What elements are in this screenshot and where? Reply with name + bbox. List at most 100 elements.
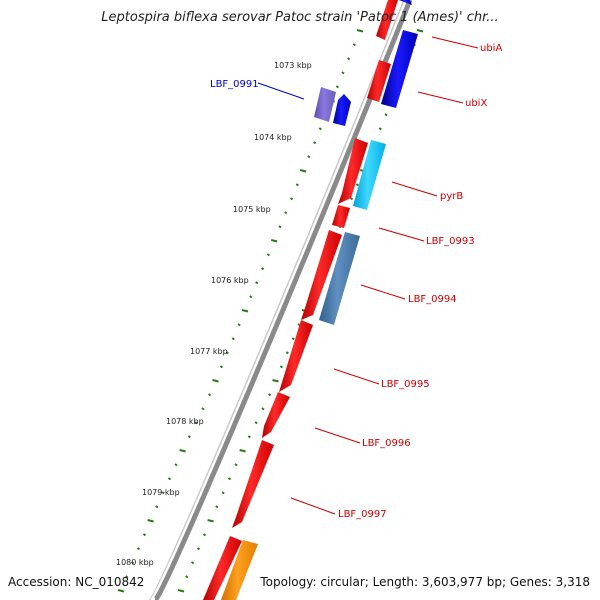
minor-tick <box>190 561 195 565</box>
major-tick <box>239 449 246 453</box>
minor-tick <box>219 365 224 369</box>
gene-arrow[interactable] <box>367 60 391 102</box>
major-tick <box>207 519 214 523</box>
tick-label: 1075 kbp <box>233 205 271 214</box>
minor-tick <box>167 477 172 481</box>
gene-arrow[interactable] <box>221 540 258 600</box>
gene-arrow[interactable] <box>338 138 368 204</box>
gene-label[interactable]: LBF_0994 <box>408 294 457 305</box>
minor-tick <box>307 155 311 159</box>
minor-tick <box>174 463 178 467</box>
minor-tick <box>142 533 147 537</box>
gene-label[interactable]: LBF_0995 <box>381 379 430 390</box>
reverse-strand-genes <box>221 0 418 600</box>
tick-label: 1079 kbp <box>142 488 180 497</box>
gene-labels: ubiA ubiX LBF_0991 pyrB LBF_0993 LBF_099… <box>210 43 502 520</box>
gene-arrow[interactable] <box>262 392 290 438</box>
gene-label[interactable]: ubiA <box>480 43 502 54</box>
minor-tick <box>349 197 354 201</box>
backbone-outer <box>152 0 413 600</box>
minor-tick <box>136 547 141 551</box>
gene-label[interactable]: pyrB <box>440 191 463 202</box>
outer-tick-track <box>177 29 424 593</box>
tick-label: 1076 kbp <box>211 276 249 285</box>
gene-arrow[interactable] <box>314 87 336 122</box>
minor-tick <box>185 575 189 579</box>
gene-arrow[interactable] <box>279 320 313 392</box>
forward-strand-genes <box>203 0 398 600</box>
gene-arrow[interactable] <box>353 140 386 210</box>
minor-tick <box>249 295 253 299</box>
gene-arrow[interactable] <box>376 0 398 40</box>
minor-tick <box>225 351 229 355</box>
minor-tick <box>155 505 159 509</box>
tick-labels: 1073 kbp 1074 kbp 1075 kbp 1076 kbp 1077… <box>116 61 312 567</box>
minor-tick <box>221 491 225 495</box>
minor-tick <box>255 281 259 285</box>
minor-tick <box>202 533 207 537</box>
gene-label[interactable]: LBF_0991 <box>210 79 259 90</box>
minor-tick <box>187 435 191 439</box>
gene-label[interactable]: LBF_0996 <box>362 438 411 449</box>
tick-label: 1077 kbp <box>190 347 228 356</box>
minor-tick <box>352 43 356 47</box>
minor-tick <box>231 337 235 341</box>
inner-track-genes <box>314 87 351 126</box>
minor-tick <box>384 113 388 117</box>
tick-label: 1080 kbp <box>116 558 154 567</box>
minor-tick <box>378 127 382 131</box>
minor-tick <box>196 547 201 551</box>
gene-arrow[interactable] <box>203 536 242 600</box>
gene-label[interactable]: LBF_0997 <box>338 509 387 520</box>
major-tick <box>272 379 279 383</box>
gene-label[interactable]: ubiX <box>465 98 487 109</box>
gene-arrow[interactable] <box>333 94 351 126</box>
minor-tick <box>291 337 295 341</box>
major-tick <box>356 29 364 33</box>
minor-tick <box>254 421 258 425</box>
minor-tick <box>289 197 294 201</box>
minor-tick <box>130 561 135 565</box>
minor-tick <box>247 435 251 439</box>
gene-arrow[interactable] <box>319 232 360 325</box>
minor-tick <box>355 183 359 187</box>
minor-tick <box>278 225 282 229</box>
accession-text: Accession: NC_010842 <box>8 575 145 589</box>
major-tick <box>117 589 125 593</box>
minor-tick <box>234 463 238 467</box>
genome-summary-text: Topology: circular; Length: 3,603,977 bp… <box>260 575 590 589</box>
minor-tick <box>194 421 198 425</box>
gene-arrow[interactable] <box>301 230 342 320</box>
gene-arrow[interactable] <box>381 30 418 108</box>
minor-tick <box>237 323 241 327</box>
major-tick <box>416 29 424 33</box>
minor-tick <box>201 407 205 411</box>
tick-label: 1074 kbp <box>254 133 292 142</box>
gene-arrow[interactable] <box>232 440 274 528</box>
label-leaders <box>257 36 479 515</box>
minor-tick <box>279 365 284 369</box>
minor-tick <box>207 393 212 397</box>
minor-tick <box>125 575 129 579</box>
minor-tick <box>267 393 272 397</box>
major-tick <box>179 449 186 453</box>
minor-tick <box>285 351 289 355</box>
minor-tick <box>335 85 339 89</box>
map-title: Leptospira biflexa serovar Patoc strain … <box>101 10 499 25</box>
minor-tick <box>295 183 299 187</box>
backbone-inner <box>148 0 405 600</box>
minor-tick <box>284 211 288 215</box>
gene-arrow[interactable] <box>332 205 350 228</box>
minor-tick <box>347 57 351 61</box>
major-tick <box>299 169 307 173</box>
major-tick <box>241 309 249 313</box>
minor-tick <box>261 407 265 411</box>
minor-tick <box>341 71 345 75</box>
gene-label[interactable]: LBF_0993 <box>426 236 475 247</box>
tick-label: 1078 kbp <box>166 417 204 426</box>
minor-tick <box>312 141 317 145</box>
tick-label: 1073 kbp <box>274 61 312 70</box>
gene-arrow[interactable] <box>399 0 412 5</box>
inner-tick-track <box>117 29 364 593</box>
